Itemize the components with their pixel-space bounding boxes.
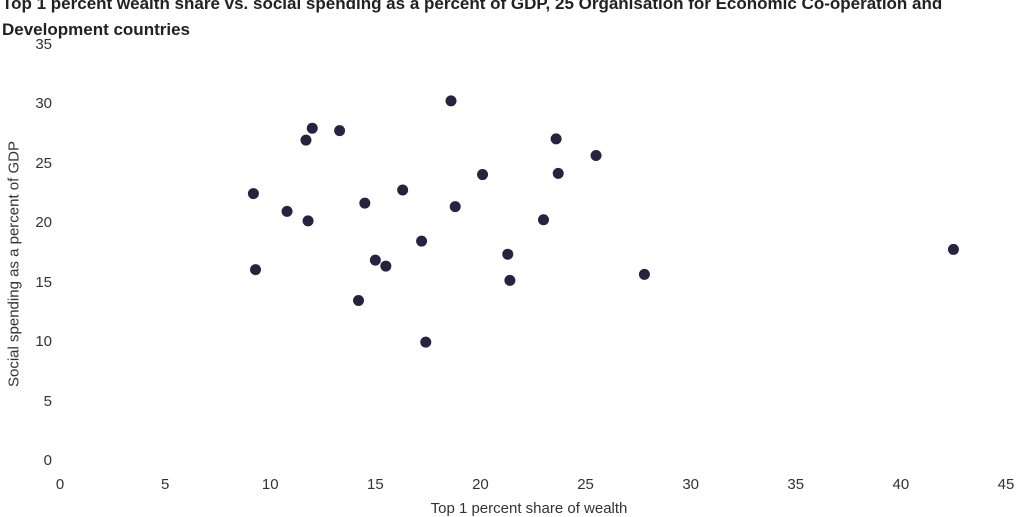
x-tick-label: 45 <box>997 476 1015 493</box>
y-tick-label: 5 <box>43 392 52 410</box>
y-tick-label: 35 <box>35 36 52 53</box>
data-point <box>353 295 365 307</box>
x-tick-label: 0 <box>55 476 65 493</box>
x-tick-label: 10 <box>261 476 279 493</box>
data-point <box>416 235 428 247</box>
x-tick-label: 20 <box>472 476 489 493</box>
data-point <box>550 133 562 145</box>
y-tick-label: 30 <box>35 95 52 113</box>
y-tick-label: 25 <box>35 154 52 172</box>
data-point <box>590 150 602 162</box>
x-tick-label: 25 <box>577 476 594 493</box>
x-tick-label: 5 <box>160 476 170 493</box>
data-point <box>445 95 457 107</box>
y-tick-label: 20 <box>35 214 52 232</box>
x-tick-label: 30 <box>682 476 699 493</box>
data-point <box>477 169 489 181</box>
data-point <box>281 205 293 217</box>
data-point <box>247 188 259 200</box>
data-point <box>552 167 564 179</box>
x-tick-label: 15 <box>366 476 384 493</box>
chart-title: Top 1 percent wealth share vs. social sp… <box>2 0 943 39</box>
data-point <box>302 215 314 227</box>
data-point <box>334 125 346 137</box>
data-point <box>947 243 959 255</box>
data-point <box>380 260 392 272</box>
data-point <box>359 197 371 209</box>
data-point <box>638 268 650 280</box>
data-point <box>300 134 312 146</box>
data-point <box>250 264 262 276</box>
data-point <box>502 248 514 260</box>
data-point <box>306 122 318 134</box>
data-point <box>397 184 409 196</box>
data-point <box>449 201 461 213</box>
data-point <box>504 274 516 286</box>
x-tick-label: 40 <box>892 476 910 493</box>
data-point <box>538 214 550 226</box>
x-tick-label: 35 <box>787 476 805 493</box>
data-point <box>369 254 381 266</box>
y-tick-label: 15 <box>35 273 52 291</box>
y-tick-label: 10 <box>35 333 52 351</box>
data-point <box>420 336 432 348</box>
y-tick-label: 0 <box>43 452 52 469</box>
